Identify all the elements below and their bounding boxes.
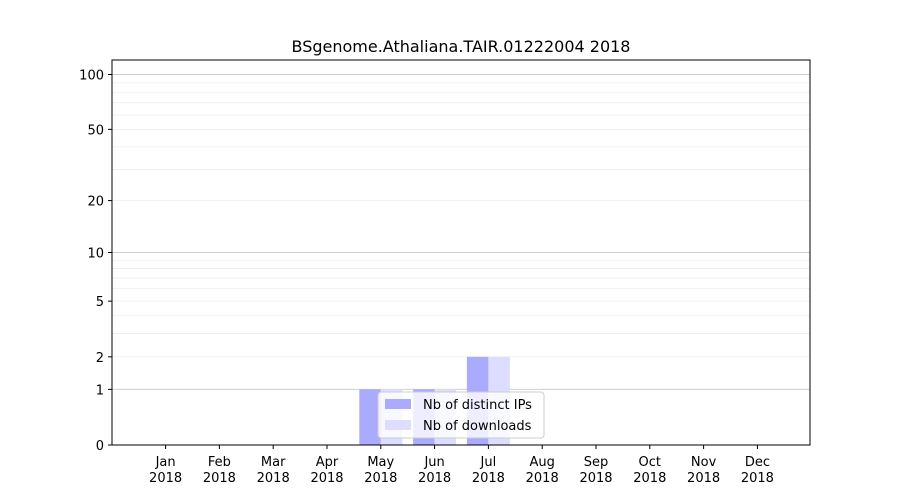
legend-swatch-distinct-ips [385, 399, 411, 409]
y-axis: 0 1 2 5 10 20 50 100 [79, 69, 112, 454]
x-tick-label: Apr 2018 [310, 455, 343, 486]
x-axis: Jan 2018 Feb 2018 Mar 2018 Apr 2018 May 2018 Jun 20… [149, 445, 774, 486]
y-tick-label: 0 [96, 439, 104, 454]
x-tick-label: May 2018 [364, 455, 397, 486]
y-tick-label: 20 [87, 195, 104, 210]
legend-swatch-downloads [385, 420, 411, 430]
x-tick-label: Mar 2018 [257, 455, 290, 486]
y-tick-label: 1 [96, 383, 104, 398]
y-tick-label: 100 [79, 69, 104, 84]
y-tick-label: 2 [96, 351, 104, 366]
x-tick-label: Aug 2018 [526, 455, 559, 486]
grid-lines [112, 74, 810, 446]
x-tick-label: Jul 2018 [472, 455, 505, 486]
bar-distinct-ips [359, 389, 381, 445]
legend-label-distinct-ips: Nb of distinct IPs [423, 398, 532, 413]
x-tick-label: Oct 2018 [633, 455, 666, 486]
legend-box [377, 391, 545, 439]
y-tick-label: 10 [87, 247, 104, 262]
y-tick-label: 5 [96, 295, 104, 310]
x-tick-label: Feb 2018 [203, 455, 236, 486]
x-tick-label: Sep 2018 [579, 455, 612, 486]
x-tick-label: Jun 2018 [418, 455, 451, 486]
x-tick-label: Nov 2018 [687, 455, 720, 486]
legend: Nb of distinct IPs Nb of downloads [377, 391, 545, 439]
x-tick-label: Jan 2018 [149, 455, 182, 486]
legend-label-downloads: Nb of downloads [423, 419, 532, 434]
x-tick-label: Dec 2018 [741, 455, 774, 486]
y-tick-label: 50 [87, 123, 104, 138]
chart-title: BSgenome.Athaliana.TAIR.01222004 2018 [292, 37, 631, 56]
